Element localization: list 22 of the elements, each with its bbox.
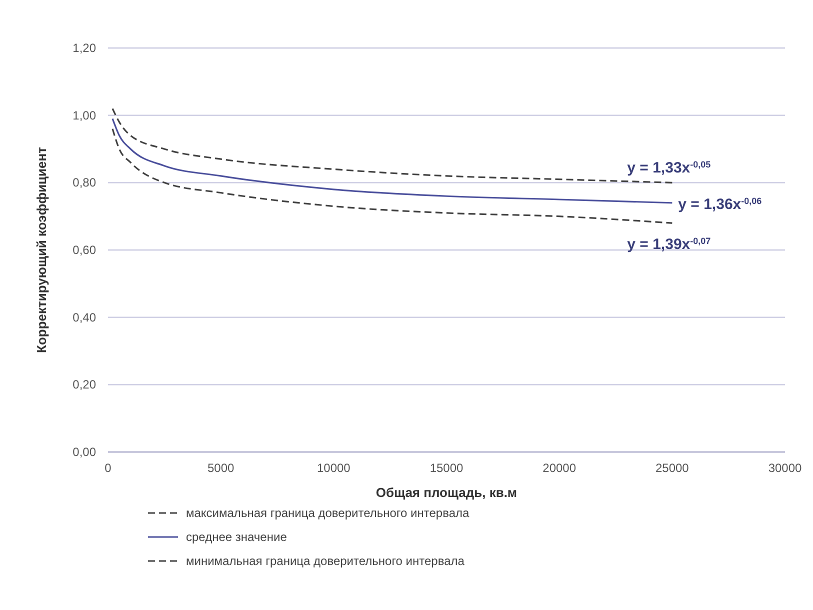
y-tick-label: 0,00 (72, 445, 96, 459)
x-tick-label: 25000 (655, 461, 690, 475)
legend-label: минимальная граница доверительного интервала (186, 554, 465, 568)
legend-label: среднее значение (186, 530, 288, 544)
y-tick-label: 1,00 (72, 108, 96, 122)
annotation: y = 1,33x$^{-0,05}$ (627, 160, 711, 177)
x-axis-title: Общая площадь, кв.м (376, 485, 518, 500)
annotation: y = 1,39x$^{-0,07}$ (627, 236, 711, 254)
annotation: y = 1,36x$^{-0,06}$ (678, 196, 762, 213)
y-tick-label: 1,20 (72, 41, 96, 55)
y-tick-label: 0,40 (72, 310, 96, 324)
legend-label: максимальная граница доверительного интервала (186, 506, 470, 520)
y-axis-title: Корректирующий коэффициент (34, 147, 49, 353)
y-tick-label: 0,60 (72, 243, 96, 257)
x-tick-label: 15000 (430, 461, 464, 475)
x-tick-label: 5000 (207, 461, 235, 475)
x-tick-label: 0 (104, 461, 112, 475)
x-tick-label: 20000 (542, 461, 576, 475)
y-tick-label: 0,80 (72, 176, 96, 190)
y-tick-label: 0,20 (72, 378, 96, 392)
x-tick-label: 10000 (316, 461, 351, 475)
x-tick-label: 30000 (768, 461, 802, 475)
